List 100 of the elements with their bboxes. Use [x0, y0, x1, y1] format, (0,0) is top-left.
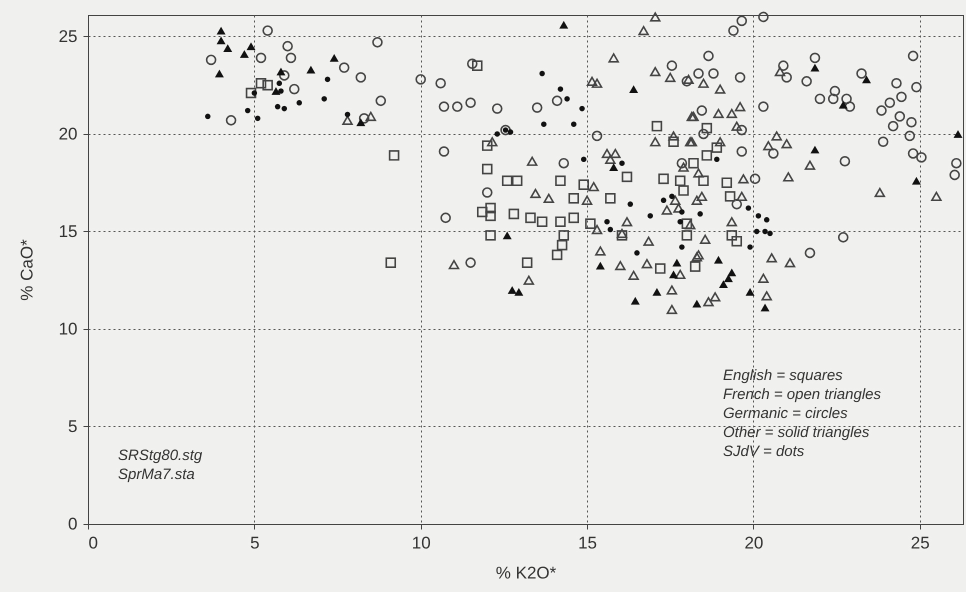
point: [654, 263, 666, 274]
annotation: SJdV = dots: [723, 443, 805, 460]
point: [564, 96, 570, 102]
point: [558, 86, 564, 92]
point: [672, 258, 682, 267]
point: [344, 112, 350, 118]
point: [578, 179, 589, 190]
annotation: SprMa7.sta: [118, 466, 195, 483]
point: [619, 160, 625, 166]
point: [810, 64, 820, 72]
point: [244, 108, 250, 114]
point: [609, 163, 618, 171]
point: [240, 50, 249, 58]
annotation: SRStg80.stg: [118, 447, 203, 464]
point: [541, 121, 547, 127]
point: [678, 185, 689, 196]
point: [485, 202, 496, 214]
point: [698, 175, 709, 186]
point: [321, 96, 327, 102]
point: [630, 296, 640, 305]
point: [482, 164, 493, 174]
point: [512, 175, 522, 186]
point: [727, 268, 736, 276]
point: [508, 129, 514, 135]
point: [579, 106, 585, 112]
point: [536, 216, 548, 227]
point: [810, 146, 820, 154]
point: [679, 244, 685, 250]
point: [214, 70, 224, 78]
point: [954, 130, 962, 138]
point: [731, 236, 742, 246]
point: [246, 42, 256, 50]
point: [668, 136, 679, 148]
point: [502, 175, 512, 186]
point: [282, 106, 288, 112]
point: [679, 209, 685, 215]
point: [485, 210, 496, 222]
point: [256, 78, 266, 89]
point: [502, 232, 512, 240]
annotation: French = open triangles: [723, 386, 882, 403]
point: [324, 76, 330, 82]
point: [674, 175, 686, 186]
point: [616, 230, 628, 241]
point: [568, 212, 580, 224]
point: [722, 177, 732, 188]
point: [605, 193, 616, 204]
point: [555, 216, 566, 227]
point: [555, 175, 566, 186]
point: [306, 66, 316, 74]
x-tick-label: 15: [578, 534, 598, 552]
point: [669, 194, 675, 200]
point: [682, 218, 692, 229]
point: [697, 211, 703, 217]
point: [622, 172, 632, 182]
y-tick-label: 5: [68, 416, 78, 436]
point: [205, 114, 211, 120]
point: [494, 131, 500, 137]
point: [525, 212, 536, 224]
point: [596, 262, 605, 270]
point: [682, 230, 692, 241]
point: [508, 286, 517, 294]
point: [690, 261, 700, 272]
y-tick-label: 10: [58, 319, 78, 338]
point: [692, 300, 702, 308]
y-tick-label: 20: [58, 124, 78, 144]
point: [472, 60, 483, 71]
point: [754, 228, 760, 234]
point: [252, 90, 258, 96]
point: [556, 240, 568, 250]
point: [276, 80, 282, 86]
point: [296, 100, 302, 106]
point: [747, 244, 753, 250]
x-axis-title: % K2O*: [496, 564, 557, 582]
point: [652, 120, 662, 132]
point: [912, 176, 921, 185]
point: [330, 54, 339, 62]
point: [585, 218, 596, 229]
point: [522, 257, 532, 268]
point: [246, 88, 256, 98]
point: [718, 280, 728, 288]
point: [514, 288, 524, 296]
point: [216, 26, 226, 34]
point: [746, 205, 752, 211]
point: [508, 208, 520, 220]
annotation: Germanic = circles: [723, 405, 848, 422]
x-tick-label: 20: [744, 534, 764, 552]
point: [724, 274, 733, 282]
point: [385, 257, 396, 268]
point: [629, 85, 638, 93]
point: [634, 250, 640, 256]
point: [712, 142, 722, 153]
point: [604, 218, 610, 224]
annotation: English = squares: [723, 367, 844, 384]
point: [559, 20, 568, 29]
point: [652, 288, 662, 296]
point: [482, 140, 493, 151]
point: [862, 75, 871, 84]
point: [254, 116, 260, 122]
point: [669, 270, 678, 278]
point: [764, 217, 770, 223]
